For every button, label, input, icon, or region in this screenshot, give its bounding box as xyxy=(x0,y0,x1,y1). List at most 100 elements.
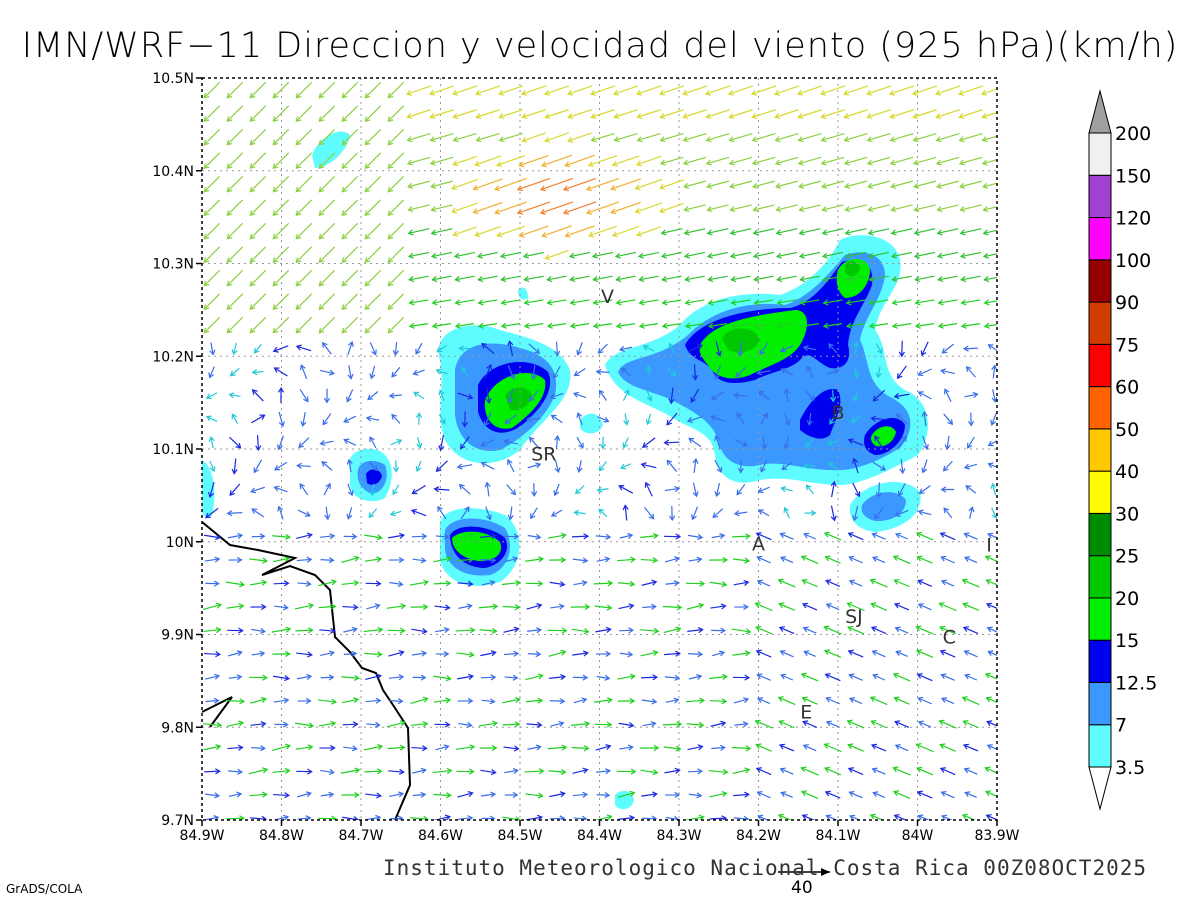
wind-vector-head xyxy=(235,442,242,449)
wind-vector xyxy=(272,128,290,146)
wind-vector-head xyxy=(569,322,576,329)
wind-vector-head xyxy=(592,276,599,283)
wind-vector xyxy=(614,132,638,142)
wind-vector xyxy=(210,436,214,449)
wind-vector xyxy=(298,437,310,448)
wind-vector xyxy=(688,675,702,680)
wind-vector xyxy=(983,206,997,211)
wind-vector-head xyxy=(531,491,538,497)
wind-vector-head xyxy=(490,650,497,657)
wind-vector-head xyxy=(546,299,553,306)
wind-vector xyxy=(823,299,843,304)
wind-vector-head xyxy=(328,768,335,776)
wind-vector xyxy=(877,366,881,378)
wind-vector-head xyxy=(622,442,629,449)
wind-vector-head xyxy=(696,673,703,680)
wind-vector xyxy=(248,768,268,775)
wind-vector xyxy=(707,228,729,234)
wind-vector-head xyxy=(780,673,787,680)
wind-vector-head xyxy=(753,299,760,306)
wind-vector-head xyxy=(754,719,761,726)
wind-vector-head xyxy=(802,626,809,633)
wind-vector-head xyxy=(728,159,735,166)
wind-vector xyxy=(962,579,980,588)
wind-vector xyxy=(295,316,313,334)
wind-vector xyxy=(519,154,549,167)
wind-vector xyxy=(204,793,220,797)
wind-vector xyxy=(824,767,842,776)
wind-vector-head xyxy=(823,531,830,538)
wind-vector-head xyxy=(541,161,548,168)
wind-vector-head xyxy=(912,159,919,166)
wind-vector-head xyxy=(592,299,599,306)
wind-vector-head xyxy=(285,650,291,658)
colorbar-box xyxy=(1088,386,1112,430)
wind-vector xyxy=(849,674,863,681)
wind-vector xyxy=(659,179,685,189)
wind-vector xyxy=(499,109,523,118)
wind-vector xyxy=(274,461,288,471)
wind-vector xyxy=(826,697,840,705)
wind-vector xyxy=(917,673,933,682)
wind-vector xyxy=(821,109,845,118)
wind-vector-head xyxy=(341,210,348,217)
wind-vector-head xyxy=(868,299,875,306)
wind-vector xyxy=(486,482,490,497)
wind-vector xyxy=(987,627,997,633)
wind-vector xyxy=(433,675,451,680)
wind-vector xyxy=(549,792,565,798)
wind-vector-head xyxy=(779,532,786,539)
wind-vector-head xyxy=(676,721,683,728)
wind-vector-head xyxy=(318,280,325,287)
wind-vector-head xyxy=(375,673,382,680)
wind-vector xyxy=(478,605,498,609)
wind-vector-head xyxy=(215,602,223,609)
wind-vector-head xyxy=(399,720,406,727)
wind-vector-head xyxy=(407,182,414,189)
wind-vector-head xyxy=(889,136,896,143)
wind-vector xyxy=(319,629,335,632)
wind-vector-head xyxy=(544,136,551,143)
city-label-c: C xyxy=(943,626,956,648)
wind-vector-head xyxy=(559,815,566,820)
wind-vector-head xyxy=(936,229,943,236)
wind-vector xyxy=(780,650,794,658)
wind-vector-head xyxy=(277,444,283,451)
wind-vector-head xyxy=(226,257,233,264)
wind-vector xyxy=(847,626,865,635)
wind-vector-head xyxy=(476,252,483,259)
wind-vector-head xyxy=(615,322,622,329)
wind-vector xyxy=(387,105,405,122)
wind-vector xyxy=(733,698,749,704)
wind-vector-head xyxy=(536,721,543,728)
wind-vector-head xyxy=(990,419,997,426)
wind-vector xyxy=(481,343,495,354)
wind-vector-head xyxy=(682,136,689,143)
wind-vector-head xyxy=(652,650,659,657)
wind-vector xyxy=(848,532,864,541)
wind-vector-head xyxy=(576,466,583,473)
wind-vector-head xyxy=(595,368,602,375)
wind-vector-head xyxy=(398,532,406,539)
wind-vector-head xyxy=(614,252,621,259)
wind-vector xyxy=(618,485,634,494)
wind-vector xyxy=(828,343,838,354)
wind-vector-head xyxy=(965,366,972,372)
wind-vector xyxy=(617,558,635,562)
wind-vector-head xyxy=(329,627,336,634)
wind-vector xyxy=(732,535,750,538)
wind-vector xyxy=(824,532,842,541)
wind-vector-head xyxy=(569,299,576,306)
wind-vector xyxy=(941,556,955,564)
wind-vector xyxy=(550,722,564,727)
wind-vector xyxy=(474,155,502,166)
wind-vector xyxy=(875,343,883,354)
wind-vector xyxy=(621,367,631,377)
wind-vector xyxy=(643,345,655,352)
wind-vector-head xyxy=(226,163,233,170)
wind-vector-head xyxy=(535,651,542,658)
wind-vector xyxy=(918,603,932,611)
wind-vector xyxy=(456,652,474,656)
wind-vector-head xyxy=(917,579,924,585)
wind-vector-head xyxy=(712,512,719,519)
